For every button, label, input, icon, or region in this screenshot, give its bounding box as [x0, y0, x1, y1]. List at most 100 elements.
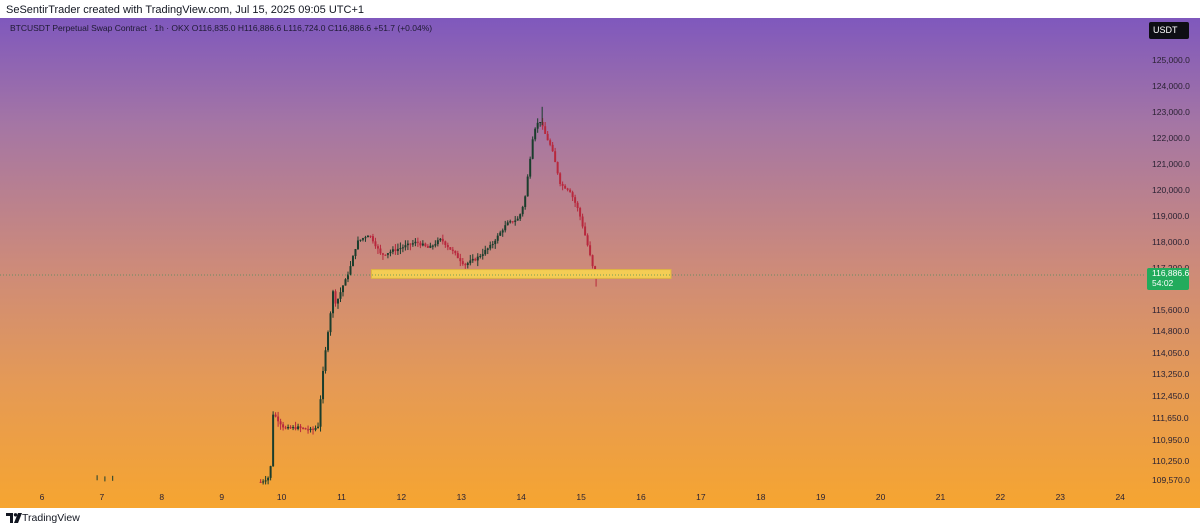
price-tick-label: 110,250.0 — [1152, 456, 1189, 466]
price-tick-label: 124,000.0 — [1152, 81, 1190, 91]
support-zone — [370, 269, 672, 279]
candle-body — [486, 248, 489, 250]
last-price-badge-group: 116,886.654:02 — [1147, 268, 1189, 291]
candle-body — [534, 128, 537, 140]
candle-body — [314, 427, 317, 430]
candle-body — [566, 188, 569, 190]
time-tick-label: 23 — [1056, 492, 1066, 502]
candle-body — [589, 245, 592, 256]
price-tick-label: 118,000.0 — [1152, 237, 1189, 247]
time-axis: 6 7 8 9 10 11 12 13 14 15 16 17 18 19 20 21 22 23 24 — [40, 492, 1126, 502]
price-tick-label: 119,000.0 — [1152, 211, 1189, 221]
candle-body — [409, 243, 412, 245]
candle-body — [454, 250, 457, 254]
candle-body — [571, 192, 574, 198]
candle-body — [546, 133, 549, 141]
attribution-bar: SeSentirTrader created with TradingView.… — [0, 0, 1200, 18]
candle-body — [421, 243, 424, 246]
symbol-legend: BTCUSDT Perpetual Swap Contract · 1h · O… — [10, 23, 433, 33]
candle-body — [444, 241, 447, 246]
time-tick-label: 13 — [457, 492, 467, 502]
candle-body — [332, 291, 335, 314]
currency-button[interactable]: USDT — [1149, 22, 1189, 39]
candle-body — [446, 245, 449, 248]
candle-body — [584, 226, 587, 236]
candle-body — [539, 121, 542, 123]
candle-body — [564, 185, 567, 189]
candle-body — [344, 279, 347, 286]
candle-body — [346, 274, 349, 280]
candle-body — [511, 221, 514, 223]
candle-body — [302, 427, 305, 429]
time-tick-label: 7 — [100, 492, 105, 502]
time-tick-label: 10 — [277, 492, 287, 502]
candle-body — [569, 189, 572, 193]
candle-body — [466, 263, 469, 266]
candle-body — [376, 246, 379, 249]
candle-body — [386, 253, 389, 255]
candle-body — [479, 255, 482, 257]
candlestick-chart[interactable]: 125,000.0 124,000.0 123,000.0 122,000.0 121,… — [0, 18, 1200, 508]
candle-body — [379, 248, 382, 254]
candle-body — [369, 235, 372, 237]
price-tick-label: 114,800.0 — [1152, 326, 1189, 336]
candle-body — [297, 426, 300, 429]
time-tick-label: 12 — [397, 492, 407, 502]
candle-body — [262, 481, 265, 483]
candle-body — [259, 481, 262, 483]
candle-body — [484, 249, 487, 255]
candle-body — [294, 427, 297, 429]
candle-body — [269, 466, 272, 478]
candle-body — [264, 480, 267, 482]
candle-body — [474, 258, 477, 261]
candle-body — [416, 241, 419, 243]
candle-body — [579, 208, 582, 217]
price-tick-label: 111,650.0 — [1152, 413, 1189, 423]
candle-body — [292, 427, 295, 429]
candle-body — [284, 427, 287, 429]
candle-body — [339, 292, 342, 299]
candle-body — [337, 298, 340, 304]
price-tick-label: 120,000.0 — [1152, 185, 1190, 195]
price-tick-label: 123,000.0 — [1152, 107, 1190, 117]
candle-body — [341, 285, 344, 293]
candle-body — [274, 414, 277, 417]
candle-body — [594, 266, 597, 271]
candle-body — [449, 247, 452, 250]
price-tick-label: 112,450.0 — [1152, 391, 1189, 401]
candle-body — [391, 249, 394, 252]
candle-body — [394, 249, 397, 252]
candle-body — [529, 158, 532, 177]
candle-body — [399, 248, 402, 250]
time-tick-label: 20 — [876, 492, 886, 502]
candle-body — [351, 256, 354, 267]
time-tick-label: 22 — [996, 492, 1006, 502]
candle-body — [559, 173, 562, 184]
footer-brand: TradingView — [22, 512, 80, 524]
candles-group — [96, 106, 602, 485]
candle-body — [279, 421, 282, 425]
candle-body — [586, 235, 589, 246]
last-price-value: 116,886.6 — [1152, 268, 1189, 278]
time-tick-label: 16 — [636, 492, 646, 502]
candle-body — [439, 238, 442, 241]
candle-body — [524, 196, 527, 207]
candle-body — [499, 232, 502, 236]
price-tick-label: 113,250.0 — [1152, 369, 1189, 379]
candle-body — [494, 240, 497, 245]
candle-body — [359, 239, 362, 241]
candle-body — [307, 429, 310, 431]
candle-body — [401, 247, 404, 249]
candle-body — [322, 370, 325, 400]
candle-body — [561, 183, 564, 186]
attribution-text: SeSentirTrader created with TradingView.… — [6, 4, 364, 16]
tradingview-logo-icon — [6, 513, 22, 523]
candle-body — [356, 240, 359, 250]
candle-body — [509, 221, 512, 223]
time-tick-label: 8 — [159, 492, 164, 502]
candle-body — [549, 140, 552, 145]
candle-body — [536, 122, 539, 129]
candle-body — [309, 428, 312, 431]
chart-frame[interactable]: 125,000.0 124,000.0 123,000.0 122,000.0 121,… — [0, 18, 1200, 508]
price-tick-label: 125,000.0 — [1152, 55, 1190, 65]
